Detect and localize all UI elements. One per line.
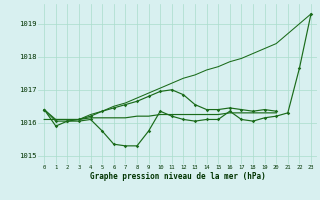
X-axis label: Graphe pression niveau de la mer (hPa): Graphe pression niveau de la mer (hPa) xyxy=(90,172,266,181)
